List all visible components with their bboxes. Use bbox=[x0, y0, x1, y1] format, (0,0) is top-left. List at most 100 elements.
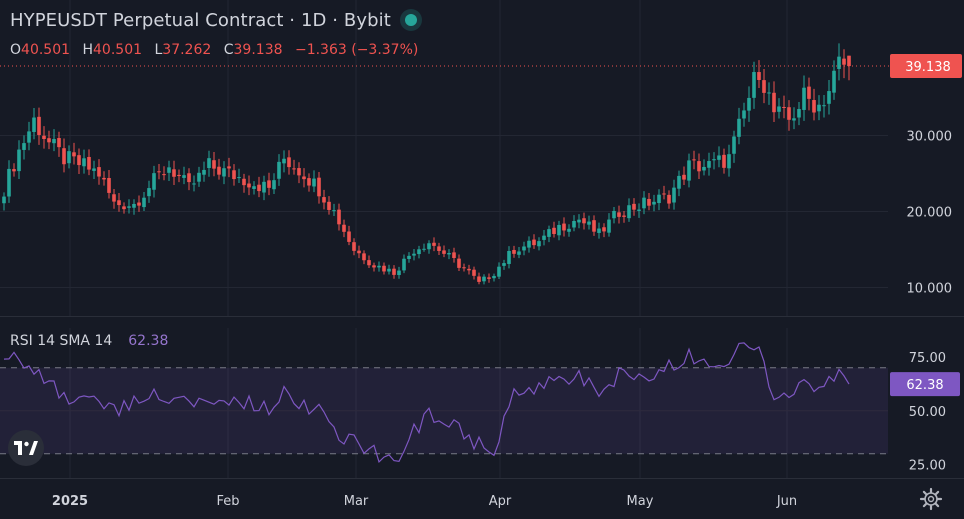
candle bbox=[112, 189, 116, 209]
candle-body bbox=[837, 56, 841, 69]
candle bbox=[67, 145, 71, 169]
candle bbox=[262, 175, 266, 201]
symbol-title[interactable]: HYPEUSDT Perpetual Contract · 1D · Bybit bbox=[10, 9, 391, 31]
candle-body bbox=[102, 177, 106, 180]
candle bbox=[577, 214, 581, 229]
candle-body bbox=[827, 91, 831, 104]
candle bbox=[362, 250, 366, 265]
candle bbox=[87, 149, 91, 176]
candle-body bbox=[472, 269, 476, 276]
price-tick-label: 10.000 bbox=[907, 282, 953, 297]
candle-body bbox=[487, 277, 491, 279]
candle-body bbox=[57, 138, 61, 148]
candle-body bbox=[397, 270, 401, 276]
candle-body bbox=[812, 100, 816, 113]
candle bbox=[682, 166, 686, 185]
low-label: L bbox=[154, 42, 163, 58]
candle bbox=[187, 168, 191, 191]
candle bbox=[207, 150, 211, 177]
candle-body bbox=[152, 173, 156, 190]
candle bbox=[232, 164, 236, 186]
candle bbox=[722, 148, 726, 174]
candle-body bbox=[712, 159, 716, 161]
candle-body bbox=[112, 194, 116, 202]
candle-body bbox=[702, 166, 706, 171]
ohlc-legend: O40.501 H40.501 L37.262 C39.138 −1.363 (… bbox=[10, 42, 426, 58]
candle bbox=[357, 245, 361, 259]
candle bbox=[292, 159, 296, 175]
candle bbox=[162, 166, 166, 181]
candle-body bbox=[257, 184, 261, 192]
rsi-band-layer bbox=[0, 367, 888, 455]
candle-body bbox=[697, 161, 701, 172]
tradingview-logo-icon[interactable] bbox=[8, 430, 44, 466]
candle bbox=[377, 261, 381, 272]
time-tick-label: Jun bbox=[776, 494, 797, 509]
candle-body bbox=[62, 148, 66, 165]
candle bbox=[842, 49, 846, 79]
candle bbox=[332, 203, 336, 217]
candle bbox=[677, 170, 681, 197]
candle bbox=[322, 189, 326, 210]
candle bbox=[242, 173, 246, 193]
candle bbox=[817, 95, 821, 121]
time-tick-label: May bbox=[627, 494, 654, 509]
candle bbox=[457, 254, 461, 271]
candle bbox=[567, 224, 571, 237]
rsi-legend[interactable]: RSI 14 SMA 14 62.38 bbox=[10, 333, 168, 349]
last-price-tag-label: 39.138 bbox=[905, 60, 951, 75]
candle-body bbox=[627, 205, 631, 219]
candle-body bbox=[562, 223, 566, 231]
candle bbox=[542, 229, 546, 246]
candle bbox=[652, 194, 656, 212]
candle bbox=[172, 160, 176, 185]
candle-body bbox=[22, 143, 26, 150]
candle-body bbox=[352, 242, 356, 251]
candle bbox=[787, 100, 791, 131]
candle-body bbox=[617, 212, 621, 217]
candle-body bbox=[672, 187, 676, 203]
rsi-line bbox=[3, 342, 850, 464]
candle-body bbox=[717, 155, 721, 160]
candle bbox=[182, 166, 186, 185]
candle bbox=[697, 153, 701, 179]
candle-body bbox=[507, 250, 511, 264]
candle-body bbox=[132, 203, 136, 208]
candle-body bbox=[277, 161, 281, 179]
candle-body bbox=[287, 157, 291, 168]
candle bbox=[177, 169, 181, 183]
candle bbox=[517, 247, 521, 259]
candle-body bbox=[527, 240, 531, 248]
candle-body bbox=[387, 268, 391, 272]
candle bbox=[777, 98, 781, 119]
candle-body bbox=[747, 97, 751, 111]
candle bbox=[92, 160, 96, 179]
candle-body bbox=[412, 253, 416, 256]
candle bbox=[52, 129, 56, 152]
candle-body bbox=[52, 139, 56, 144]
candle bbox=[157, 164, 161, 180]
candle bbox=[657, 189, 661, 211]
candle-body bbox=[402, 258, 406, 271]
candle bbox=[612, 206, 616, 224]
rsi-tick-label: 50.00 bbox=[909, 405, 946, 420]
candle-body bbox=[122, 206, 126, 210]
candle-body bbox=[762, 80, 766, 93]
candle-body bbox=[42, 135, 46, 140]
candle bbox=[392, 265, 396, 279]
candle bbox=[767, 82, 771, 105]
candle-body bbox=[357, 250, 361, 254]
candle-body bbox=[107, 178, 111, 193]
candle-body bbox=[127, 206, 131, 208]
candle bbox=[617, 205, 621, 224]
candle bbox=[367, 255, 371, 269]
gear-icon[interactable] bbox=[918, 486, 944, 512]
status-dot-icon bbox=[404, 14, 417, 26]
candle-body bbox=[232, 170, 236, 180]
candle-body bbox=[382, 265, 386, 272]
candle bbox=[417, 245, 421, 259]
candle-body bbox=[512, 249, 516, 254]
candle bbox=[117, 192, 121, 212]
candle-body bbox=[652, 201, 656, 205]
